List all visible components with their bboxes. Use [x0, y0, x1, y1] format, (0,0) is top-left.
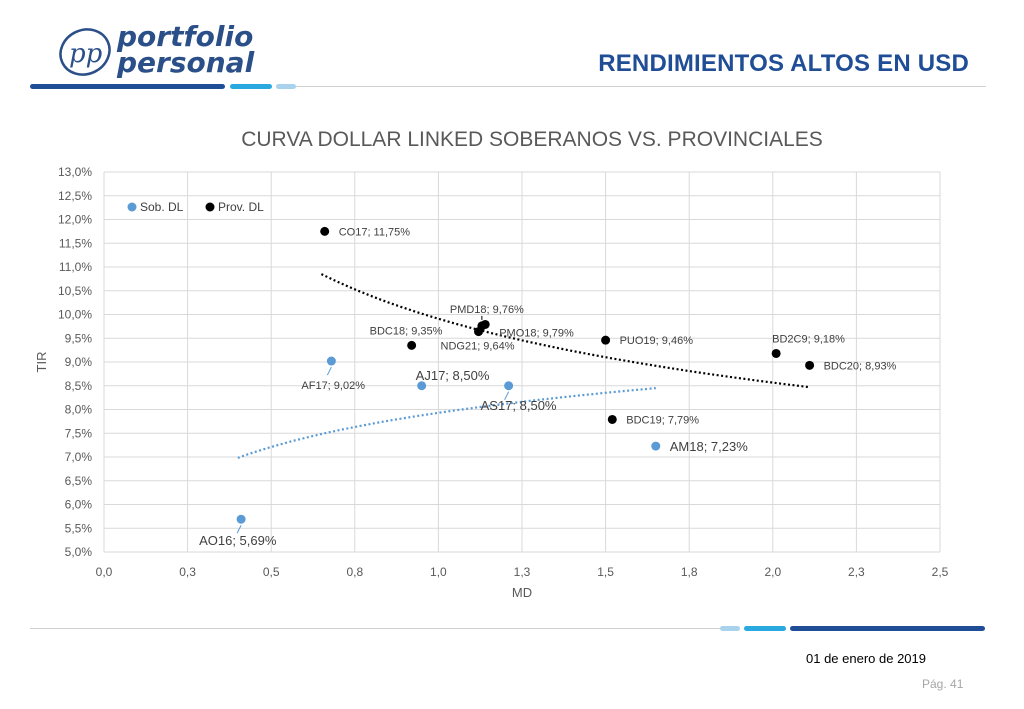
y-tick-label: 11,5%	[59, 236, 92, 250]
x-tick-label: 1,0	[430, 565, 447, 579]
data-point	[480, 319, 490, 329]
data-label-leader	[326, 366, 332, 376]
page-number: Pág. 41	[922, 677, 964, 691]
y-tick-label: 9,0%	[65, 355, 93, 369]
x-tick-label: 1,8	[681, 565, 698, 579]
data-point	[407, 340, 417, 350]
x-axis-label: MD	[512, 585, 532, 600]
trendline-sob-dl	[237, 387, 656, 459]
y-tick-label: 8,0%	[65, 403, 93, 417]
data-label: BDC18; 9,35%	[370, 325, 443, 337]
data-label: AM18; 7,23%	[670, 439, 748, 454]
y-tick-label: 6,5%	[65, 474, 93, 488]
data-point	[504, 381, 514, 391]
y-tick-label: 10,0%	[58, 308, 92, 322]
legend-label: Prov. DL	[218, 200, 264, 214]
x-tick-label: 0,8	[346, 565, 363, 579]
logo-monogram: pp	[69, 39, 103, 69]
data-point	[607, 414, 617, 424]
brand-line-2: personal	[117, 46, 255, 79]
data-label: BD2C9; 9,18%	[772, 333, 845, 345]
y-tick-label: 12,5%	[58, 189, 92, 203]
header-rule-pale	[276, 84, 296, 89]
data-label: BDC19; 7,79%	[626, 414, 699, 426]
data-label: PMD18; 9,76%	[450, 304, 524, 316]
data-point	[771, 348, 781, 358]
legend-marker	[205, 202, 215, 212]
x-tick-label: 0,0	[96, 565, 113, 579]
y-tick-label: 5,0%	[65, 545, 93, 559]
y-tick-label: 7,0%	[65, 450, 93, 464]
data-label: CO17; 11,75%	[339, 226, 411, 238]
data-label: NDG21; 9,64%	[441, 341, 515, 353]
data-point	[326, 356, 336, 366]
brand-name: portfolio personal	[117, 20, 255, 79]
data-label: BDC20; 8,93%	[824, 360, 897, 372]
y-tick-label: 6,0%	[65, 498, 93, 512]
header-rule-light	[230, 84, 272, 89]
header-rule-dark	[30, 84, 225, 89]
data-point	[601, 335, 611, 345]
y-tick-label: 10,5%	[58, 284, 92, 298]
y-tick-label: 13,0%	[58, 165, 92, 179]
data-label: AO16; 5,69%	[199, 533, 277, 548]
y-tick-label: 12,0%	[58, 213, 92, 227]
footer-rule-pale	[720, 626, 740, 631]
data-point	[320, 226, 330, 236]
data-point	[236, 514, 246, 524]
data-label: PUO19; 9,46%	[620, 335, 694, 347]
data-point	[417, 381, 427, 391]
slide-title: RENDIMIENTOS ALTOS EN USD	[598, 50, 969, 77]
data-label-leader	[236, 525, 242, 534]
x-tick-label: 1,3	[514, 565, 531, 579]
data-label: AS17; 8,50%	[481, 398, 557, 413]
x-tick-label: 2,5	[932, 565, 949, 579]
data-point	[805, 360, 815, 370]
footer-rule-light	[744, 626, 786, 631]
report-date: 01 de enero de 2019	[806, 651, 926, 666]
legend-label: Sob. DL	[140, 200, 184, 214]
y-tick-label: 9,5%	[65, 331, 93, 345]
data-point	[651, 441, 661, 451]
data-label: PMO18; 9,79%	[499, 327, 574, 339]
data-label-leader	[504, 391, 510, 400]
y-axis-label: TIR	[34, 352, 49, 373]
brand-line-1: portfolio	[117, 20, 254, 53]
x-tick-label: 0,5	[263, 565, 280, 579]
logo-monogram-icon: pp	[59, 28, 111, 76]
footer-rule-dark	[790, 626, 985, 631]
data-label: AF17; 9,02%	[301, 380, 365, 392]
y-tick-label: 5,5%	[65, 521, 93, 535]
footer-rule-line	[30, 628, 720, 629]
x-tick-label: 2,0	[764, 565, 781, 579]
chart-title: CURVA DOLLAR LINKED SOBERANOS VS. PROVIN…	[241, 128, 823, 151]
legend-marker	[127, 202, 137, 212]
y-tick-label: 7,5%	[65, 426, 93, 440]
header-rule-line	[296, 86, 986, 87]
x-tick-label: 0,3	[179, 565, 196, 579]
x-tick-label: 2,3	[848, 565, 865, 579]
data-label: AJ17; 8,50%	[416, 368, 490, 383]
y-tick-label: 8,5%	[65, 379, 93, 393]
y-tick-label: 11,0%	[59, 260, 92, 274]
x-tick-label: 1,5	[597, 565, 614, 579]
company-logo: pp portfolio personal	[55, 22, 254, 82]
